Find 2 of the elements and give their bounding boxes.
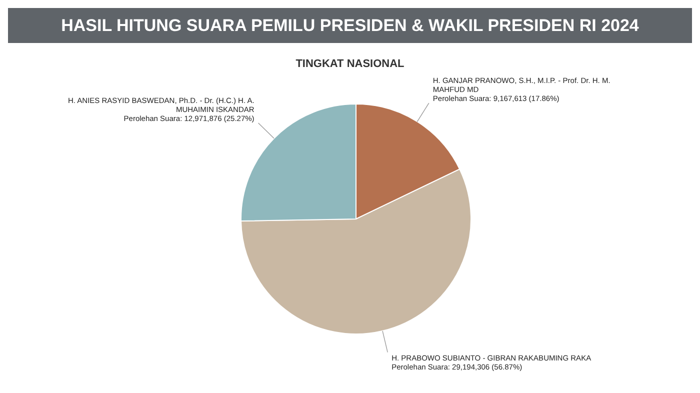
chart-title: HASIL HITUNG SUARA PEMILU PRESIDEN & WAKIL PRESIDEN RI 2024: [8, 8, 692, 43]
chart-subtitle: TINGKAT NASIONAL: [294, 58, 406, 72]
